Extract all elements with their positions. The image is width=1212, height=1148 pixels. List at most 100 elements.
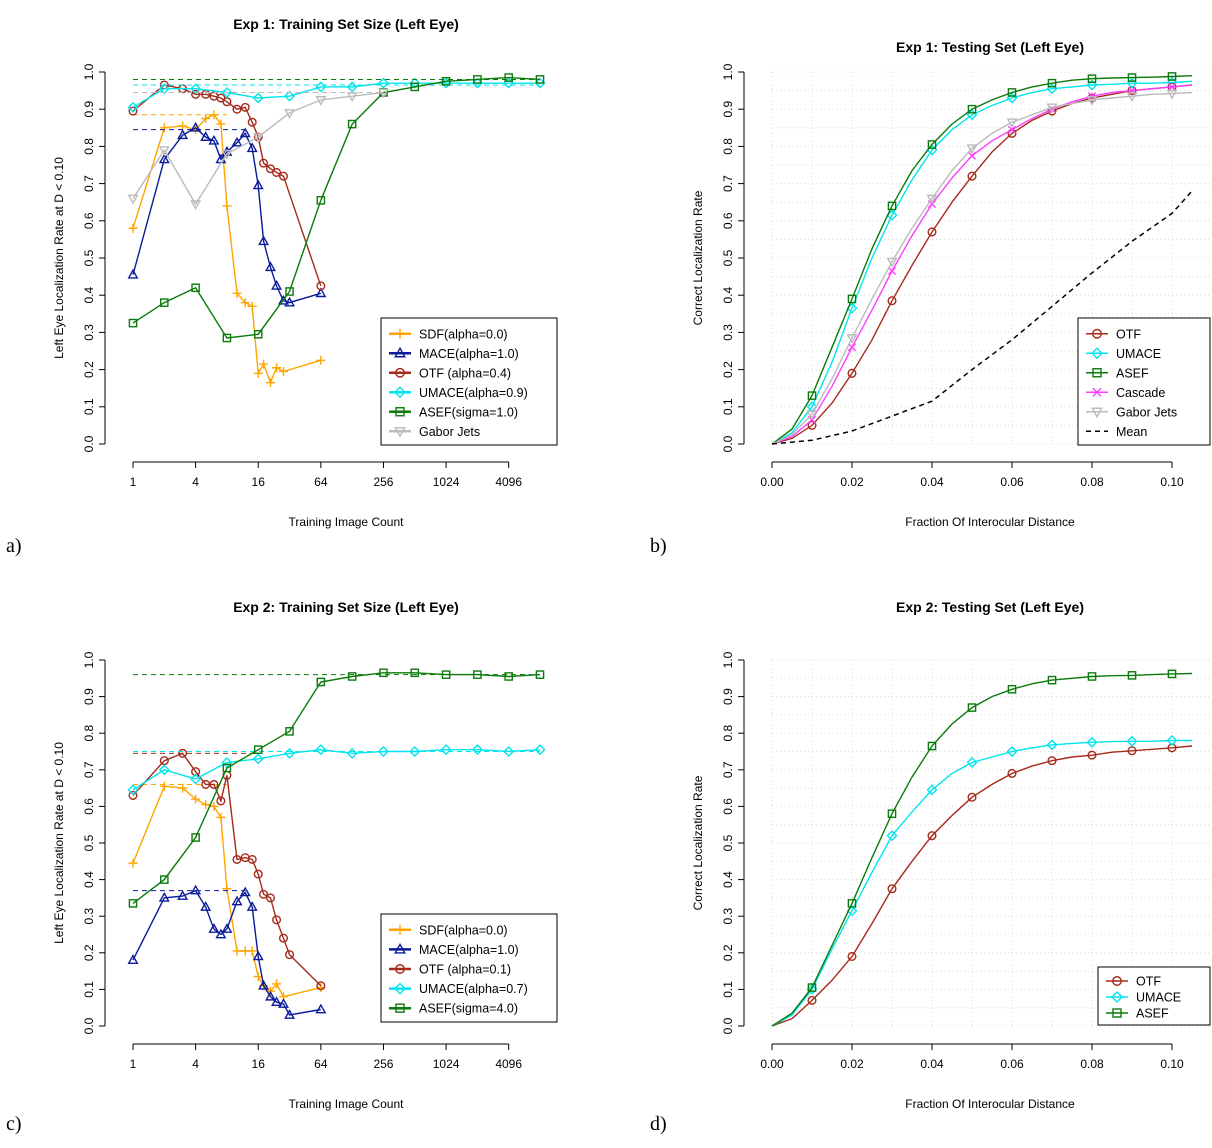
legend-label: ASEF(sigma=4.0) xyxy=(419,1002,518,1016)
data-point xyxy=(441,670,451,679)
data-point xyxy=(190,121,202,132)
data-point xyxy=(247,301,257,311)
x-axis-label: Fraction Of Interocular Distance xyxy=(905,515,1075,529)
data-point xyxy=(471,744,483,756)
data-point xyxy=(246,142,258,153)
legend-marker xyxy=(394,346,406,358)
data-point xyxy=(190,83,202,95)
legend-marker xyxy=(395,328,405,339)
y-tick-label: 0.9 xyxy=(82,101,96,118)
data-point xyxy=(272,979,282,989)
data-point xyxy=(346,81,358,93)
y-tick-label: 0.6 xyxy=(82,212,96,229)
data-point xyxy=(377,88,389,99)
panel-letter-d: d) xyxy=(650,1113,667,1135)
data-point xyxy=(535,75,545,84)
data-point xyxy=(231,136,243,147)
series-line xyxy=(132,91,384,206)
data-point xyxy=(1126,735,1138,747)
legend-marker xyxy=(1091,407,1103,419)
y-tick-label: 0.8 xyxy=(721,138,735,155)
legend-label: UMACE xyxy=(1116,347,1161,361)
y-tick-label: 0.4 xyxy=(82,871,96,888)
grid xyxy=(771,71,1212,445)
legend-label: Cascade xyxy=(1116,386,1165,400)
series-4 xyxy=(127,77,546,113)
chart-title: Exp 1: Training Set Size (Left Eye) xyxy=(233,16,459,32)
y-tick-label: 0.8 xyxy=(82,138,96,155)
legend-marker xyxy=(395,1003,405,1013)
legend-marker xyxy=(1111,991,1123,1003)
data-point xyxy=(259,158,269,168)
series-line xyxy=(132,752,322,987)
data-point xyxy=(926,194,938,205)
axes: 0.0 0.1 0.2 0.3 0.4 0.5 0.6 0.7 0.8 0.9 1.0 1 4 16 64 2… xyxy=(52,651,522,1111)
series-1 xyxy=(771,743,1193,1027)
data-point xyxy=(1047,78,1057,88)
axes: 0.0 0.1 0.2 0.3 0.4 0.5 0.6 0.7 0.8 0.9 1.0 0.00 0.0… xyxy=(691,63,1184,529)
data-point xyxy=(128,318,138,328)
data-point xyxy=(409,746,421,757)
data-point xyxy=(159,781,169,791)
y-tick-label: 0.5 xyxy=(721,834,735,851)
legend-box xyxy=(1077,317,1211,446)
data-point xyxy=(806,410,818,421)
y-tick-label: 0.6 xyxy=(721,798,735,815)
y-tick-label: 0.3 xyxy=(82,908,96,925)
legend-marker xyxy=(395,407,405,417)
series-5 xyxy=(128,668,545,908)
data-point xyxy=(1046,739,1058,751)
data-point xyxy=(440,744,452,756)
data-point xyxy=(209,110,219,120)
data-point xyxy=(887,201,897,211)
data-point xyxy=(222,201,232,211)
y-tick-label: 0.1 xyxy=(82,981,96,998)
data-point xyxy=(504,672,513,681)
data-point xyxy=(807,995,817,1005)
data-point xyxy=(1046,103,1058,114)
data-point xyxy=(127,954,139,964)
x-tick-label: 1 xyxy=(130,475,137,489)
y-tick-label: 1.0 xyxy=(82,651,96,668)
data-point xyxy=(159,123,169,133)
legend: OTF UMACE ASEF xyxy=(1097,966,1211,1026)
data-point xyxy=(222,884,232,894)
legend-label: ASEF xyxy=(1136,1007,1169,1021)
series-2 xyxy=(127,884,327,1019)
data-point xyxy=(279,366,289,376)
x-tick-label: 0.02 xyxy=(840,1057,864,1071)
y-tick-label: 0.3 xyxy=(82,324,96,341)
legend-label: UMACE xyxy=(1136,991,1181,1005)
series-line xyxy=(132,672,541,904)
legend-label: OTF xyxy=(1116,327,1141,341)
data-point xyxy=(967,171,977,181)
x-tick-label: 4 xyxy=(192,475,199,489)
data-point xyxy=(160,875,169,884)
y-tick-label: 0.6 xyxy=(82,798,96,815)
series-3 xyxy=(771,669,1193,1027)
y-tick-label: 0.9 xyxy=(721,688,735,705)
data-point xyxy=(252,92,264,104)
data-point xyxy=(272,915,282,925)
data-point xyxy=(221,923,233,933)
data-point xyxy=(216,119,226,129)
data-point xyxy=(215,928,227,939)
data-point xyxy=(191,794,201,804)
x-tick-label: 256 xyxy=(373,1057,393,1071)
data-point xyxy=(265,990,276,1001)
data-point xyxy=(887,296,897,306)
y-axis-label: Left Eye Localization Rate at D < 0.10 xyxy=(52,742,66,944)
data-point xyxy=(209,779,219,789)
y-axis-label: Left Eye Localization Rate at D < 0.10 xyxy=(52,157,66,359)
data-point xyxy=(1087,750,1097,760)
legend-marker xyxy=(394,427,406,438)
data-point xyxy=(284,296,296,307)
y-tick-label: 0.7 xyxy=(82,761,96,778)
data-point xyxy=(1166,735,1178,747)
data-point xyxy=(503,746,515,757)
data-point xyxy=(927,741,937,751)
data-point xyxy=(253,368,263,378)
data-point xyxy=(232,946,242,956)
data-point xyxy=(272,167,282,177)
x-tick-label: 1024 xyxy=(433,1057,460,1071)
